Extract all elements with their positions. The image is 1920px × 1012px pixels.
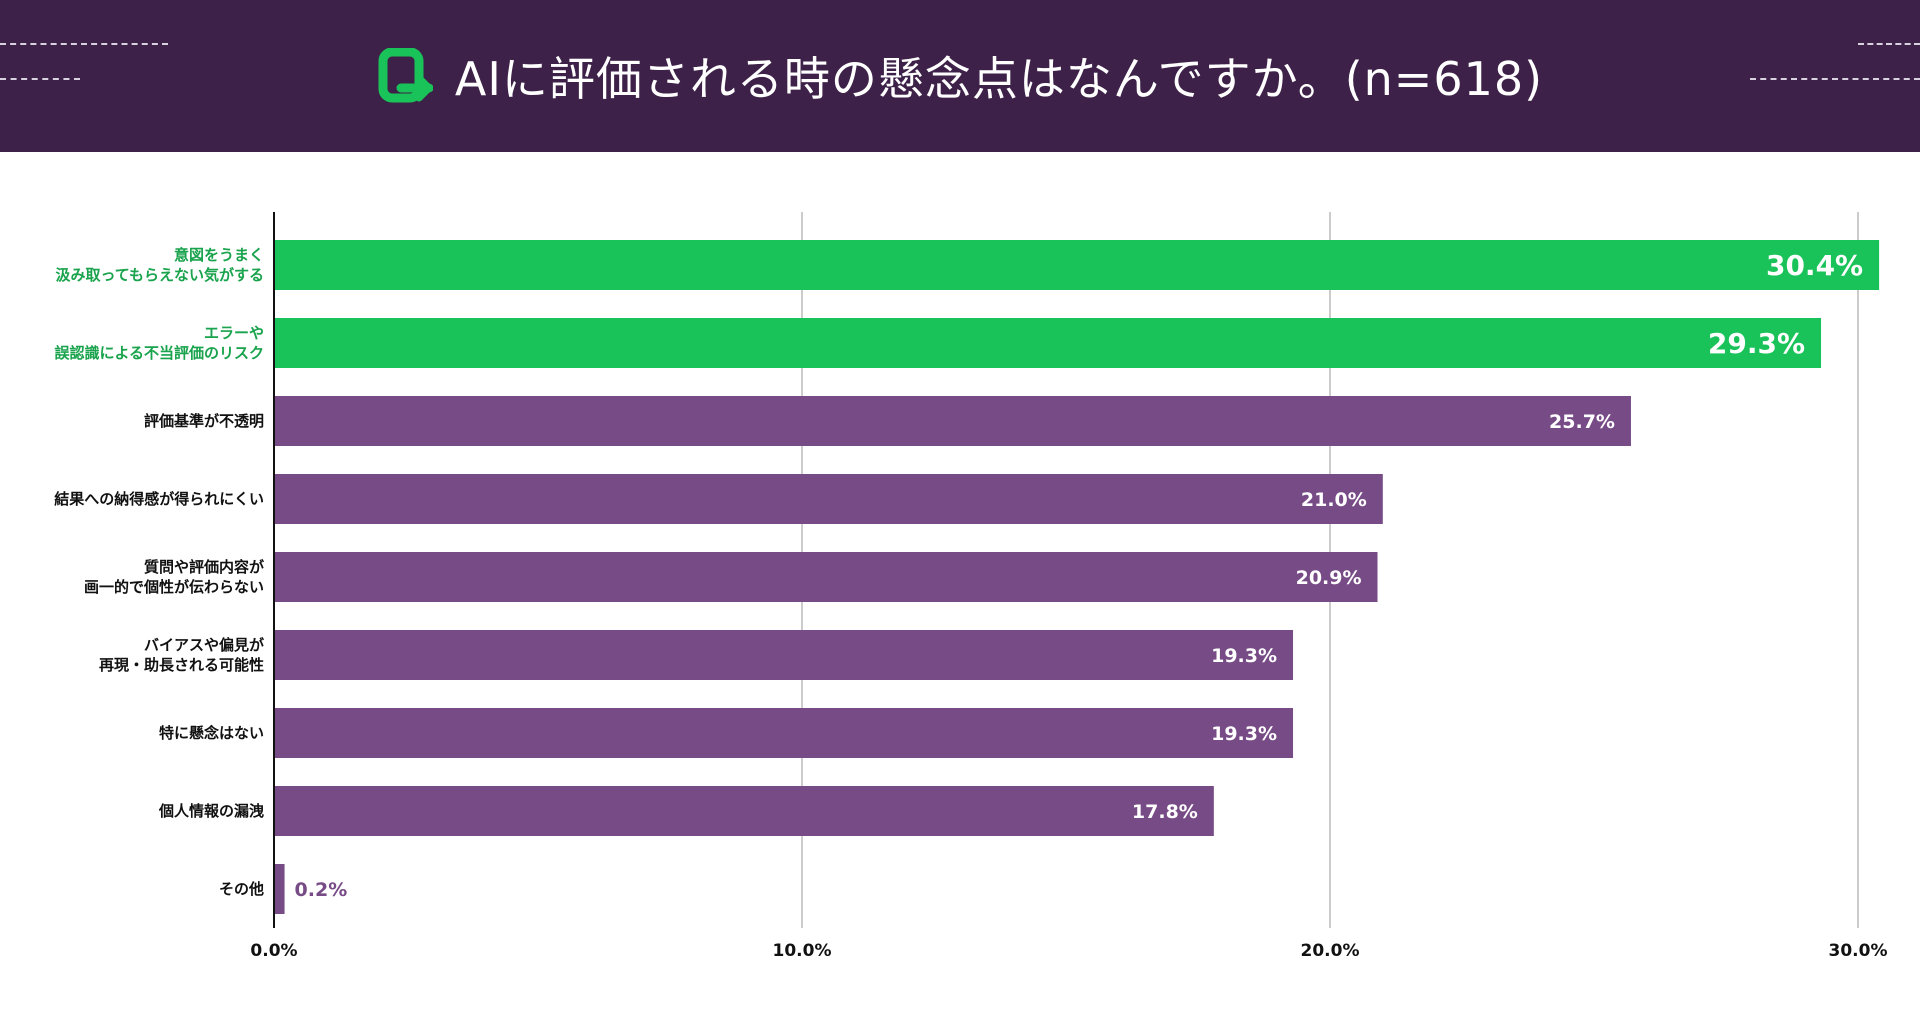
category-label: バイアスや偏見が再現・助長される可能性 <box>99 636 265 674</box>
decor-dash-line <box>1750 78 1920 80</box>
x-tick-label: 30.0% <box>1829 941 1888 961</box>
category-label-line: 誤認識による不当評価のリスク <box>54 344 264 362</box>
category-label-line: 汲み取ってもらえない気がする <box>55 266 264 284</box>
bar <box>274 552 1378 602</box>
data-label: 29.3% <box>1708 327 1805 360</box>
x-tick-label: 0.0% <box>250 941 297 961</box>
bar <box>274 240 1880 290</box>
category-label: エラーや誤認識による不当評価のリスク <box>54 324 264 362</box>
data-label: 25.7% <box>1549 411 1615 433</box>
data-label: 30.4% <box>1766 249 1863 282</box>
data-label: 20.9% <box>1296 567 1362 589</box>
category-label: 質問や評価内容が画一的で個性が伝わらない <box>84 558 265 596</box>
bar <box>274 786 1214 836</box>
x-tick-label: 20.0% <box>1301 941 1360 961</box>
category-label-line: 個人情報の漏洩 <box>158 802 264 820</box>
data-label: 19.3% <box>1211 723 1277 745</box>
category-label: 特に懸念はない <box>159 724 264 742</box>
bar <box>274 630 1294 680</box>
brand-logo-icon <box>378 48 433 103</box>
category-label-line: 質問や評価内容が <box>144 558 265 576</box>
category-label-line: バイアスや偏見が <box>144 636 265 654</box>
category-label-line: その他 <box>219 880 264 898</box>
bar <box>274 396 1631 446</box>
category-label: 評価基準が不透明 <box>144 412 264 430</box>
bar <box>274 708 1294 758</box>
data-label: 19.3% <box>1211 645 1277 667</box>
bar-chart: 0.0% 10.0% 20.0% 30.0% 意図をうまく汲み取ってもらえない気がする 3… <box>54 212 1888 961</box>
page-title: AIに評価される時の懸念点はなんですか。(n=618) <box>454 52 1544 106</box>
category-label-line: 意図をうまく <box>174 246 264 264</box>
category-label: 個人情報の漏洩 <box>158 802 264 820</box>
bar <box>274 864 285 914</box>
x-tick-label: 10.0% <box>773 941 832 961</box>
bar <box>274 318 1822 368</box>
bar <box>274 474 1383 524</box>
category-label: 意図をうまく汲み取ってもらえない気がする <box>55 246 264 284</box>
decor-dash-line <box>0 43 168 45</box>
category-label-line: エラーや <box>204 324 264 342</box>
category-label: その他 <box>219 880 264 898</box>
category-label-line: 特に懸念はない <box>159 724 264 742</box>
category-label-line: 評価基準が不透明 <box>144 412 264 430</box>
category-label: 結果への納得感が得られにくい <box>54 490 264 508</box>
category-label-line: 結果への納得感が得られにくい <box>54 490 264 508</box>
header-banner: AIに評価される時の懸念点はなんですか。(n=618) <box>0 0 1920 152</box>
category-label-line: 画一的で個性が伝わらない <box>84 578 264 596</box>
decor-dash-line <box>1858 43 1920 45</box>
decor-dash-line <box>0 78 80 80</box>
category-label-line: 再現・助長される可能性 <box>99 656 264 674</box>
data-label: 17.8% <box>1132 801 1198 823</box>
data-label: 21.0% <box>1301 489 1367 511</box>
data-label: 0.2% <box>295 879 348 901</box>
